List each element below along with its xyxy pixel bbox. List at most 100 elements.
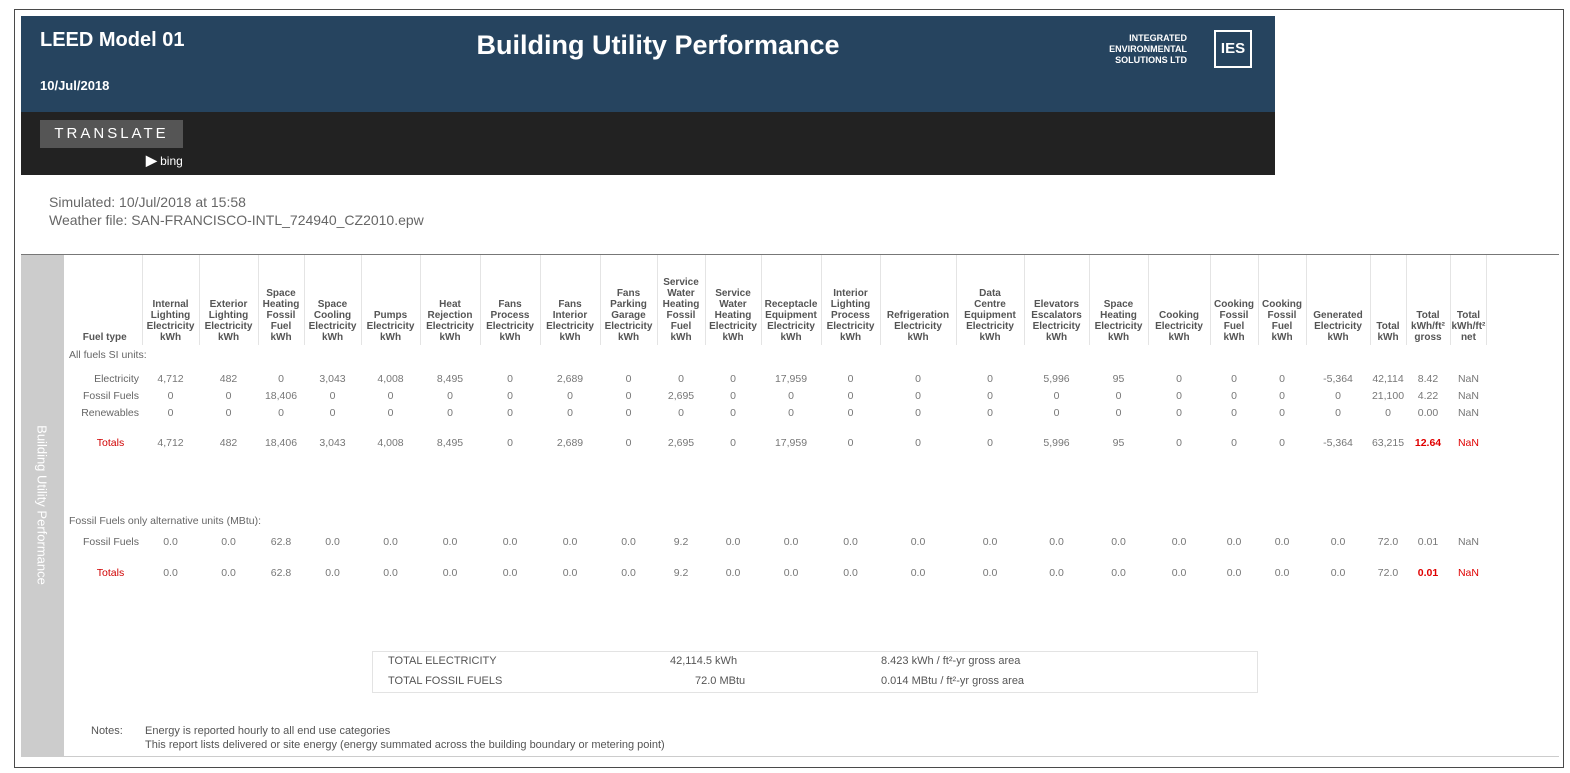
cell-value: 0: [1279, 406, 1285, 419]
summary-box: TOTAL ELECTRICITY 42,114.5 kWh 8.423 kWh…: [372, 651, 1258, 693]
column-header: Fuel type: [68, 255, 143, 345]
row-label: Fossil Fuels: [82, 536, 139, 548]
section-row: Fossil Fuels only alternative units (MBt…: [68, 511, 1487, 531]
cell-value: 0: [387, 389, 394, 402]
summary-label: TOTAL ELECTRICITY: [388, 655, 497, 667]
cell-value: 0: [987, 437, 993, 449]
cell-value: 0: [507, 372, 513, 385]
cell-value: 72.0: [1377, 567, 1399, 579]
cell-value: 0: [567, 406, 573, 419]
cell-value: 0.0: [502, 567, 518, 579]
cell-value: 95: [1112, 437, 1125, 449]
cell-value: 9.2: [673, 567, 689, 579]
cell-value: 0.0: [1330, 536, 1346, 548]
cell-value: 0.0: [1226, 567, 1242, 579]
cell-value: 482: [219, 437, 238, 449]
cell-value: 0: [678, 406, 684, 419]
row-label: Totals: [96, 437, 125, 449]
cell-value: 8,495: [436, 372, 464, 385]
cell-value: 4,712: [157, 437, 184, 449]
cell-value: NaN: [1457, 389, 1479, 402]
cell-value: 0.0: [910, 536, 926, 548]
column-header: Cooking Fossil Fuel kWh: [1210, 255, 1259, 345]
total-electricity-row: TOTAL ELECTRICITY 42,114.5 kWh 8.423 kWh…: [373, 652, 1257, 672]
cell-value: 0.0: [783, 567, 799, 579]
cell-value: 0: [1231, 389, 1237, 402]
cell-value: 0: [278, 372, 284, 385]
cell-value: 0: [1053, 389, 1060, 402]
utility-table: Fuel type Internal Lighting Electricity kWh E…: [68, 255, 1488, 593]
cell-value: 4,008: [377, 437, 404, 449]
bing-icon: ▶: [146, 152, 157, 168]
cell-value: 0: [915, 437, 921, 449]
cell-value: 0.0: [562, 536, 578, 548]
totals-row: Totals 4,712 482 18,406 3,043 4,008 8,495 0 2,68…: [68, 421, 1487, 465]
cell-value: 0: [1115, 406, 1122, 419]
total-fossil-row: TOTAL FOSSIL FUELS 72.0 MBtu 0.014 MBtu …: [373, 672, 1257, 692]
cell-value: 4,008: [377, 372, 404, 385]
row-label: Totals: [96, 567, 125, 579]
cell-value: 0.0: [1111, 567, 1126, 579]
cell-value: 0: [847, 372, 854, 385]
row-label: Electricity: [94, 372, 139, 385]
cell-value: 0.01: [1417, 536, 1439, 548]
cell-value: 0.0: [621, 567, 636, 579]
cell-value: 0: [847, 406, 854, 419]
cell-value: 0.0: [442, 567, 458, 579]
section-row: All fuels SI units:: [68, 345, 1487, 365]
cell-value: 0.0: [1111, 536, 1126, 548]
cell-value: 17,959: [774, 437, 808, 449]
cell-value: 0.0: [725, 536, 741, 548]
cell-value: 0: [1335, 389, 1341, 402]
column-header: Refrigeration Electricity kWh: [880, 255, 957, 345]
column-header: Space Heating Fossil Fuel kWh: [258, 255, 305, 345]
column-header: Interior Lighting Process Electricity kWh: [821, 255, 881, 345]
cell-value: NaN: [1457, 406, 1479, 419]
cell-value: 0.0: [725, 567, 741, 579]
cell-value: 42,114: [1372, 372, 1404, 385]
cell-value: 0.0: [383, 536, 398, 548]
cell-value: NaN: [1457, 536, 1479, 548]
cell-value: 0.0: [1274, 536, 1290, 548]
report-header: LEED Model 01 10/Jul/2018 Building Utili…: [21, 16, 1275, 112]
column-header: Fans Process Electricity kWh: [480, 255, 541, 345]
column-header: Total kWh: [1370, 255, 1407, 345]
cell-value: 63,215: [1371, 437, 1405, 449]
cell-value: NaN: [1457, 372, 1479, 385]
cell-value: 0.0: [982, 567, 998, 579]
cell-value: 0: [730, 389, 736, 402]
summary-label: TOTAL FOSSIL FUELS: [388, 675, 503, 687]
cell-value: 0: [1279, 372, 1285, 385]
column-header: Cooking Fossil Fuel kWh: [1258, 255, 1307, 345]
cell-value: NaN: [1457, 567, 1479, 579]
section-label: Fossil Fuels only alternative units (MBt…: [69, 515, 261, 527]
cell-value: 5,996: [1043, 437, 1070, 449]
cell-value: 0: [447, 406, 453, 419]
cell-value: 2,695: [667, 389, 695, 402]
cell-value: 0: [167, 389, 174, 402]
table-row: Electricity 4,712 482 0 3,043 4,008 8,495 0 2,68…: [68, 370, 1487, 387]
cell-value: 0: [730, 372, 736, 385]
summary-value: 72.0 MBtu: [695, 675, 746, 687]
cell-value: 0.0: [1171, 567, 1187, 579]
cell-value: 0: [1231, 437, 1237, 449]
cell-value: 0: [730, 406, 736, 419]
cell-value: 0: [1385, 406, 1391, 419]
cell-value: 12.64: [1414, 437, 1442, 449]
cell-value: 0: [225, 389, 232, 402]
totals-row: Totals 0.0 0.0 62.8 0.0 0.0 0.0 0.0 0.0 0.0 9.2 0.0…: [68, 553, 1487, 593]
notes-label: Notes:: [91, 725, 123, 737]
utility-performance-panel: Building Utility Performance Fuel type In…: [21, 254, 1559, 757]
report-frame: LEED Model 01 10/Jul/2018 Building Utili…: [14, 9, 1564, 768]
table-row: Renewables 0 0 0 0 0 0 0 0 0 0 0 0 0 0 0 0 0 0 0 0 0 0 0.00 NaN: [68, 404, 1487, 421]
column-header: Service Water Heating Fossil Fuel kWh: [657, 255, 706, 345]
translate-button[interactable]: TRANSLATE: [40, 120, 183, 148]
column-header: Service Water Heating Electricity kWh: [705, 255, 762, 345]
cell-value: 0.0: [163, 567, 178, 579]
column-header: Internal Lighting Electricity kWh: [142, 255, 200, 345]
cell-value: 0.0: [383, 567, 398, 579]
cell-value: 0: [329, 389, 336, 402]
cell-value: 0: [1231, 372, 1237, 385]
cell-value: 0.0: [1274, 567, 1290, 579]
cell-value: 0: [915, 372, 921, 385]
